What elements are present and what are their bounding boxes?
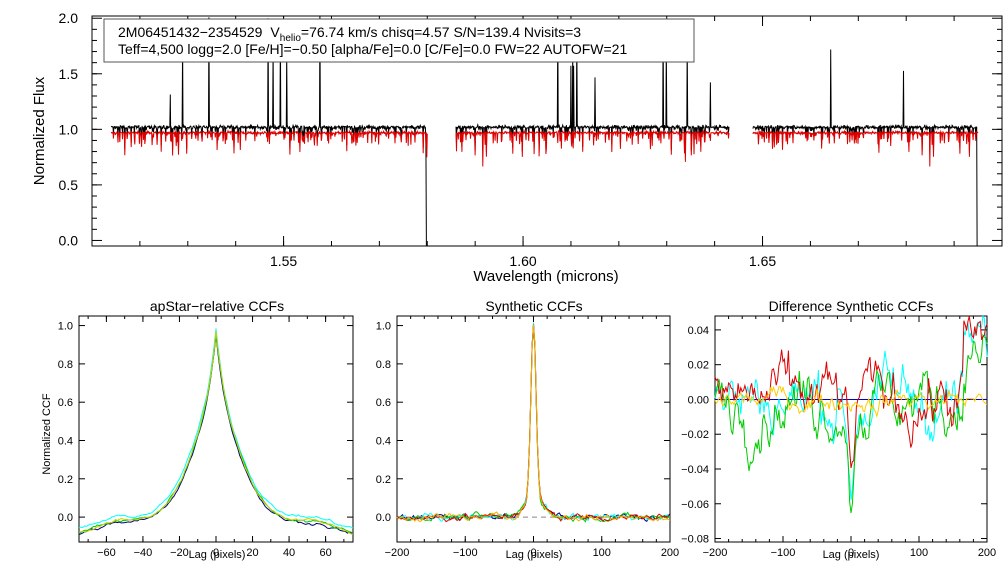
apstar-ccf-x-tick-label: 20 [246,547,258,559]
difference-ccf-plot-frame [714,315,988,543]
apstar-ccf-series-line [78,333,354,534]
spectrum-y-axis-label: Normalized Flux [31,76,48,185]
difference-ccf-y-tick-label: 0.04 [688,325,709,337]
synthetic-ccf-series-line [396,322,671,522]
star-info-line1: 2M06451432−2354529 Vhelio=76.74 km/s chis… [118,24,581,44]
difference-ccf-x-tick-label: 200 [978,547,996,559]
synthetic-ccf-series-line [396,323,671,522]
synthetic-ccf-y-tick-label: 0.2 [376,474,391,486]
synthetic-ccf-y-tick-label: 0.6 [376,397,391,409]
apstar-ccf-y-tick-label: 0.6 [58,397,73,409]
synthetic-ccf-x-tick-label: 100 [593,547,611,559]
difference-ccf-y-tick-label: 0.02 [688,360,709,372]
spectrum-x-tick-label: 1.55 [270,253,297,269]
apstar-ccf-panel: apStar−relative CCFs Lag (pixels) Normal… [41,298,354,561]
difference-ccf-panel: Difference Synthetic CCFs Lag (pixels) −… [681,298,996,561]
spectrum-x-axis-label: Wavelength (microns) [473,268,618,285]
star-info-line2: Teff=4,500 logg=2.0 [Fe/H]=−0.50 [alpha/… [118,41,627,57]
star-id: 2M06451432−2354529 [118,24,263,40]
difference-ccf-y-tick-label: −0.06 [681,499,709,511]
spectrum-observed-line [455,15,730,152]
apstar-ccf-x-tick-label: 40 [283,547,295,559]
spectrum-x-tick-label: 1.65 [749,253,776,269]
spectrum-y-tick-label: 0.0 [59,232,79,248]
apstar-ccf-x-tick-label: 0 [213,547,219,559]
difference-ccf-x-tick-label: 0 [848,547,854,559]
apstar-ccf-y-tick-label: 0.4 [58,435,73,447]
difference-ccf-series-line [714,314,988,501]
difference-ccf-x-tick-label: −200 [703,547,728,559]
difference-ccf-series-line [714,333,988,514]
spectrum-model-line [455,128,730,167]
spectrum-model-line [110,129,428,158]
spectrum-panel: 1.55 1.60 1.65 0.0 0.5 1.0 1.5 2.0 2M06451432−2… [31,10,1003,285]
star-stats: =76.74 km/s chisq=4.57 S/N=139.4 Nvisits… [301,24,581,40]
spectrum-y-tick-label: 1.5 [59,66,79,82]
vhelio-label: V [270,24,280,40]
spectrum-y-tick-label: 2.0 [59,10,79,26]
difference-ccf-series-line [714,316,988,469]
synthetic-ccf-series-line [396,324,671,523]
synthetic-ccf-x-tick-label: 200 [661,547,679,559]
apstar-ccf-series-line [78,334,354,535]
apstar-ccf-y-tick-label: 0.8 [58,359,73,371]
spectrum-model-line [752,128,979,167]
synthetic-ccf-x-tick-label: 0 [530,547,536,559]
vhelio-subscript: helio [280,33,302,44]
spectrum-observed-line [752,49,979,247]
spectrum-x-tick-label: 1.60 [509,253,536,269]
synthetic-ccf-panel: Synthetic CCFs Lag (pixels) −200 −100 0 100… [376,298,679,561]
synthetic-ccf-y-tick-label: 0.0 [376,512,391,524]
apstar-ccf-plot-frame [78,315,354,543]
spectrum-info-box [103,18,695,63]
apstar-ccf-series-line [78,330,354,535]
apstar-ccf-x-tick-label: −20 [170,547,189,559]
apstar-ccf-y-axis-label: Normalized CCF [41,393,53,475]
synthetic-ccf-title: Synthetic CCFs [485,298,582,314]
apstar-ccf-y-tick-label: 0.0 [58,512,73,524]
synthetic-ccf-y-tick-label: 0.4 [376,435,391,447]
synthetic-ccf-plot-frame [396,315,671,543]
apstar-ccf-x-axis-label: Lag (pixels) [189,549,246,561]
difference-ccf-x-tick-label: −100 [771,547,796,559]
synthetic-ccf-x-axis-label: Lag (pixels) [506,549,563,561]
synthetic-ccf-y-tick-label: 1.0 [376,321,391,333]
difference-ccf-series-line [714,385,988,419]
difference-ccf-x-axis-label: Lag (pixels) [823,549,880,561]
apstar-ccf-title: apStar−relative CCFs [150,298,284,314]
synthetic-ccf-x-tick-label: −200 [385,547,410,559]
difference-ccf-y-tick-label: 0.00 [688,394,709,406]
apstar-ccf-y-tick-label: 1.0 [58,321,73,333]
spectrum-plot-frame [91,15,1003,247]
difference-ccf-title: Difference Synthetic CCFs [769,298,934,314]
synthetic-ccf-series-line [396,324,671,523]
apstar-ccf-series-line [78,328,354,529]
apstar-ccf-y-tick-label: 0.2 [58,474,73,486]
apstar-ccf-x-tick-label: −40 [134,547,153,559]
difference-ccf-y-tick-label: −0.04 [681,464,709,476]
synthetic-ccf-x-tick-label: −100 [453,547,478,559]
difference-ccf-x-tick-label: 100 [910,547,928,559]
difference-ccf-y-tick-label: −0.08 [681,534,709,546]
apstar-ccf-x-tick-label: −60 [97,547,116,559]
synthetic-ccf-series-line [396,325,671,523]
spectrum-y-tick-label: 0.5 [59,177,79,193]
synthetic-ccf-y-tick-label: 0.8 [376,359,391,371]
spectrum-y-tick-label: 1.0 [59,121,79,137]
apstar-ccf-x-tick-label: 60 [319,547,331,559]
difference-ccf-y-tick-label: −0.02 [681,429,709,441]
